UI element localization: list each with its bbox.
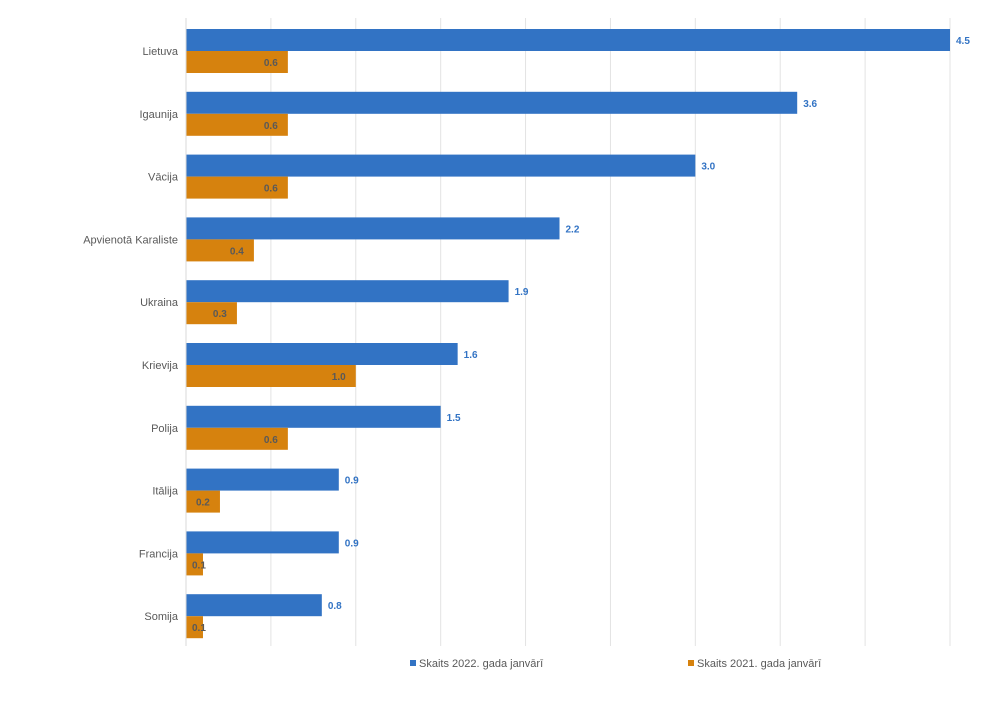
bar-series-1 bbox=[186, 531, 339, 554]
bar-series-1 bbox=[186, 405, 441, 428]
data-label: 0.3 bbox=[213, 309, 227, 320]
bar-series-1 bbox=[186, 29, 950, 51]
data-label: 0.6 bbox=[264, 184, 278, 195]
category-label: Ukraina bbox=[140, 297, 179, 309]
bar-series-2 bbox=[186, 302, 237, 325]
data-label: 1.0 bbox=[332, 372, 346, 383]
legend-swatch bbox=[410, 660, 416, 666]
category-label: Vācija bbox=[148, 172, 179, 184]
category-label: Krievija bbox=[142, 360, 179, 372]
bar-series-1 bbox=[186, 154, 696, 177]
legend-label: Skaits 2022. gada janvārī bbox=[419, 658, 544, 670]
bar-series-1 bbox=[186, 594, 322, 617]
category-label: Itālija bbox=[152, 486, 179, 498]
data-label: 0.6 bbox=[264, 435, 278, 446]
bar-series-1 bbox=[186, 343, 458, 365]
bar-series-2 bbox=[186, 616, 203, 639]
bar-series-2 bbox=[186, 427, 288, 450]
category-label: Igaunija bbox=[139, 109, 178, 121]
data-label: 4.5 bbox=[956, 36, 970, 47]
bar-series-2 bbox=[186, 51, 288, 73]
bar-series-2 bbox=[186, 239, 254, 262]
category-label: Apvienotā Karaliste bbox=[83, 234, 178, 246]
data-label: 0.9 bbox=[345, 538, 359, 549]
data-label: 1.9 bbox=[515, 287, 529, 298]
bar-series-1 bbox=[186, 468, 339, 491]
bar-series-2 bbox=[186, 176, 288, 199]
data-label: 0.2 bbox=[196, 498, 210, 509]
bar-series-1 bbox=[186, 217, 560, 240]
category-label: Francija bbox=[139, 548, 179, 560]
bar-series-2 bbox=[186, 553, 203, 576]
category-label: Lietuva bbox=[143, 46, 179, 58]
data-label: 1.5 bbox=[447, 413, 461, 424]
category-label: Somija bbox=[144, 611, 179, 623]
data-label: 0.6 bbox=[264, 121, 278, 132]
data-label: 0.9 bbox=[345, 476, 359, 487]
data-label: 0.6 bbox=[264, 58, 278, 69]
bar-series-2 bbox=[186, 490, 220, 513]
legend-swatch bbox=[688, 660, 694, 666]
data-label: 0.1 bbox=[192, 560, 206, 571]
data-label: 2.2 bbox=[566, 224, 580, 235]
bar-series-2 bbox=[186, 113, 288, 136]
bar-series-1 bbox=[186, 280, 509, 303]
category-label: Polija bbox=[151, 423, 179, 435]
bar-series-1 bbox=[186, 91, 798, 114]
data-label: 3.0 bbox=[701, 162, 715, 173]
data-label: 0.8 bbox=[328, 601, 342, 612]
legend-label: Skaits 2021. gada janvārī bbox=[697, 658, 822, 670]
data-label: 0.1 bbox=[192, 623, 206, 634]
data-label: 0.4 bbox=[230, 246, 244, 257]
bar-series-2 bbox=[186, 365, 356, 387]
data-label: 3.6 bbox=[803, 99, 817, 110]
gridlines bbox=[270, 18, 951, 646]
data-label: 1.6 bbox=[464, 350, 478, 361]
